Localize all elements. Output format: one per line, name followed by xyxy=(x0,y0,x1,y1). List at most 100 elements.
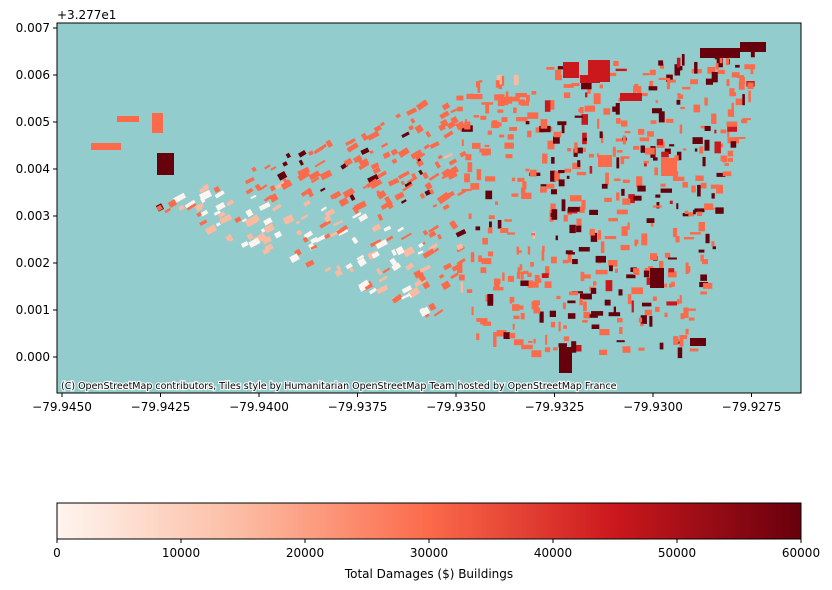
building-footprint xyxy=(300,187,313,197)
building-footprint xyxy=(704,139,710,151)
colorbar-tick-label: 0 xyxy=(53,546,61,560)
building-footprint xyxy=(621,226,628,236)
building-footprint xyxy=(558,343,567,348)
building-footprint xyxy=(451,263,462,272)
building-footprint xyxy=(91,143,121,150)
building-footprint xyxy=(513,74,519,86)
building-footprint xyxy=(603,108,611,115)
building-footprint xyxy=(325,139,334,148)
building-footprint xyxy=(722,171,732,177)
building-footprint xyxy=(445,190,455,199)
building-footprint xyxy=(613,306,616,316)
building-footprint xyxy=(731,72,740,78)
building-footprint xyxy=(371,223,382,233)
building-footprint xyxy=(620,156,630,159)
building-footprint xyxy=(599,131,603,139)
y-tick-label: 0.006 xyxy=(16,68,50,82)
building-footprint xyxy=(480,267,487,274)
building-footprint xyxy=(726,121,738,127)
building-footprint xyxy=(443,152,453,160)
building-footprint xyxy=(704,203,714,210)
building-footprint xyxy=(352,212,362,219)
building-footprint xyxy=(537,278,542,283)
x-tick-label: −79.9350 xyxy=(426,400,486,414)
building-footprint xyxy=(517,177,525,182)
building-footprint xyxy=(573,345,582,352)
building-footprint xyxy=(742,94,745,106)
building-footprint xyxy=(376,284,389,295)
building-footprint xyxy=(696,211,703,216)
building-footprint xyxy=(404,181,413,188)
building-footprint xyxy=(323,214,332,223)
building-footprint xyxy=(661,158,677,176)
building-footprint xyxy=(308,170,321,181)
building-footprint xyxy=(213,210,221,216)
building-footprint xyxy=(650,253,658,261)
building-footprint xyxy=(563,84,574,88)
building-footprint xyxy=(633,145,640,150)
building-footprint xyxy=(712,246,716,250)
building-footprint xyxy=(583,312,590,319)
building-footprint xyxy=(583,147,586,153)
building-footprint xyxy=(428,224,440,233)
building-footprint xyxy=(626,274,636,279)
building-footprint xyxy=(152,113,163,133)
building-footprint xyxy=(507,232,515,235)
building-footprint xyxy=(298,149,307,158)
building-footprint xyxy=(541,250,545,261)
building-footprint xyxy=(741,119,748,124)
building-footprint xyxy=(329,190,342,200)
building-footprint xyxy=(652,296,657,301)
building-footprint xyxy=(580,271,585,282)
building-footprint xyxy=(428,302,437,312)
building-footprint xyxy=(531,350,542,358)
building-footprint xyxy=(432,203,438,208)
building-footprint xyxy=(428,242,438,251)
building-footprint xyxy=(507,275,514,282)
building-footprint xyxy=(507,134,514,140)
building-footprint xyxy=(522,181,527,190)
building-footprint xyxy=(352,154,363,164)
building-footprint xyxy=(616,192,620,201)
colorbar-tick-label: 40000 xyxy=(534,546,572,560)
building-footprint xyxy=(715,207,724,214)
building-footprint xyxy=(683,237,694,240)
building-footprint xyxy=(476,81,480,88)
building-footprint xyxy=(544,347,551,353)
building-footprint xyxy=(690,232,701,235)
building-footprint xyxy=(434,160,441,169)
building-footprint xyxy=(539,125,551,133)
building-footprint xyxy=(661,151,669,158)
colorbar-label: Total Damages ($) Buildings xyxy=(344,567,513,581)
building-footprint xyxy=(664,252,671,258)
building-footprint xyxy=(724,163,730,166)
map-attribution: (C) OpenStreetMap contributors, Tiles st… xyxy=(61,381,617,392)
building-footprint xyxy=(484,144,490,147)
building-footprint xyxy=(583,274,591,279)
building-footprint xyxy=(215,222,221,227)
building-footprint xyxy=(550,203,556,210)
x-tick-label: −79.9325 xyxy=(525,400,585,414)
building-footprint xyxy=(616,157,620,169)
building-footprint xyxy=(664,312,668,318)
building-footprint xyxy=(530,169,537,177)
building-footprint xyxy=(735,64,740,68)
building-footprint xyxy=(569,291,579,296)
building-footprint xyxy=(397,170,410,180)
building-footprint xyxy=(545,266,550,276)
building-footprint xyxy=(497,109,504,113)
building-footprint xyxy=(643,270,650,278)
building-footprint xyxy=(258,201,271,211)
building-footprint xyxy=(620,244,630,251)
building-footprint xyxy=(542,245,545,252)
building-footprint xyxy=(688,212,694,217)
building-footprint xyxy=(572,259,578,265)
building-footprint xyxy=(275,180,287,190)
building-footprint xyxy=(622,135,626,145)
building-footprint xyxy=(546,183,555,189)
building-footprint xyxy=(501,75,505,86)
building-footprint xyxy=(734,137,746,139)
building-footprint xyxy=(370,179,383,190)
building-footprint xyxy=(250,194,257,200)
building-footprint xyxy=(416,99,429,111)
